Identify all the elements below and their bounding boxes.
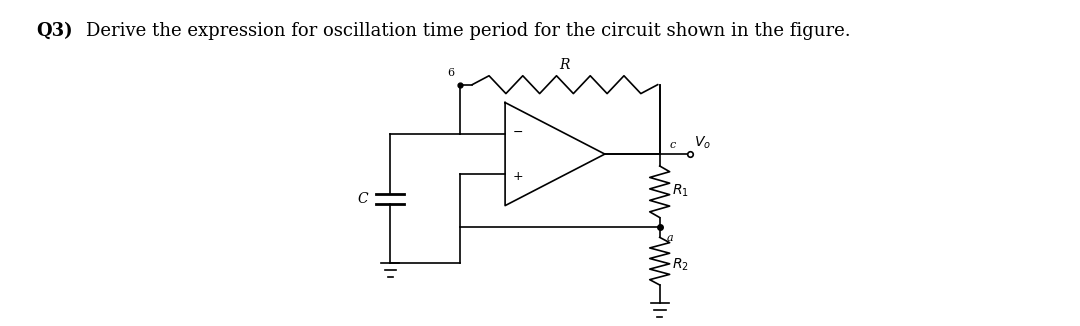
Text: C: C — [357, 192, 368, 206]
Text: 6: 6 — [447, 68, 455, 78]
Text: $+$: $+$ — [512, 170, 524, 184]
Text: $V_o$: $V_o$ — [693, 135, 711, 151]
Text: a: a — [666, 233, 673, 244]
Text: c: c — [670, 140, 676, 150]
Text: Derive the expression for oscillation time period for the circuit shown in the f: Derive the expression for oscillation ti… — [86, 22, 851, 40]
Text: $R_2$: $R_2$ — [672, 257, 689, 273]
Text: R: R — [559, 58, 570, 72]
Text: $R_1$: $R_1$ — [672, 183, 689, 199]
Text: $-$: $-$ — [512, 125, 523, 138]
Text: Q3): Q3) — [37, 22, 73, 40]
